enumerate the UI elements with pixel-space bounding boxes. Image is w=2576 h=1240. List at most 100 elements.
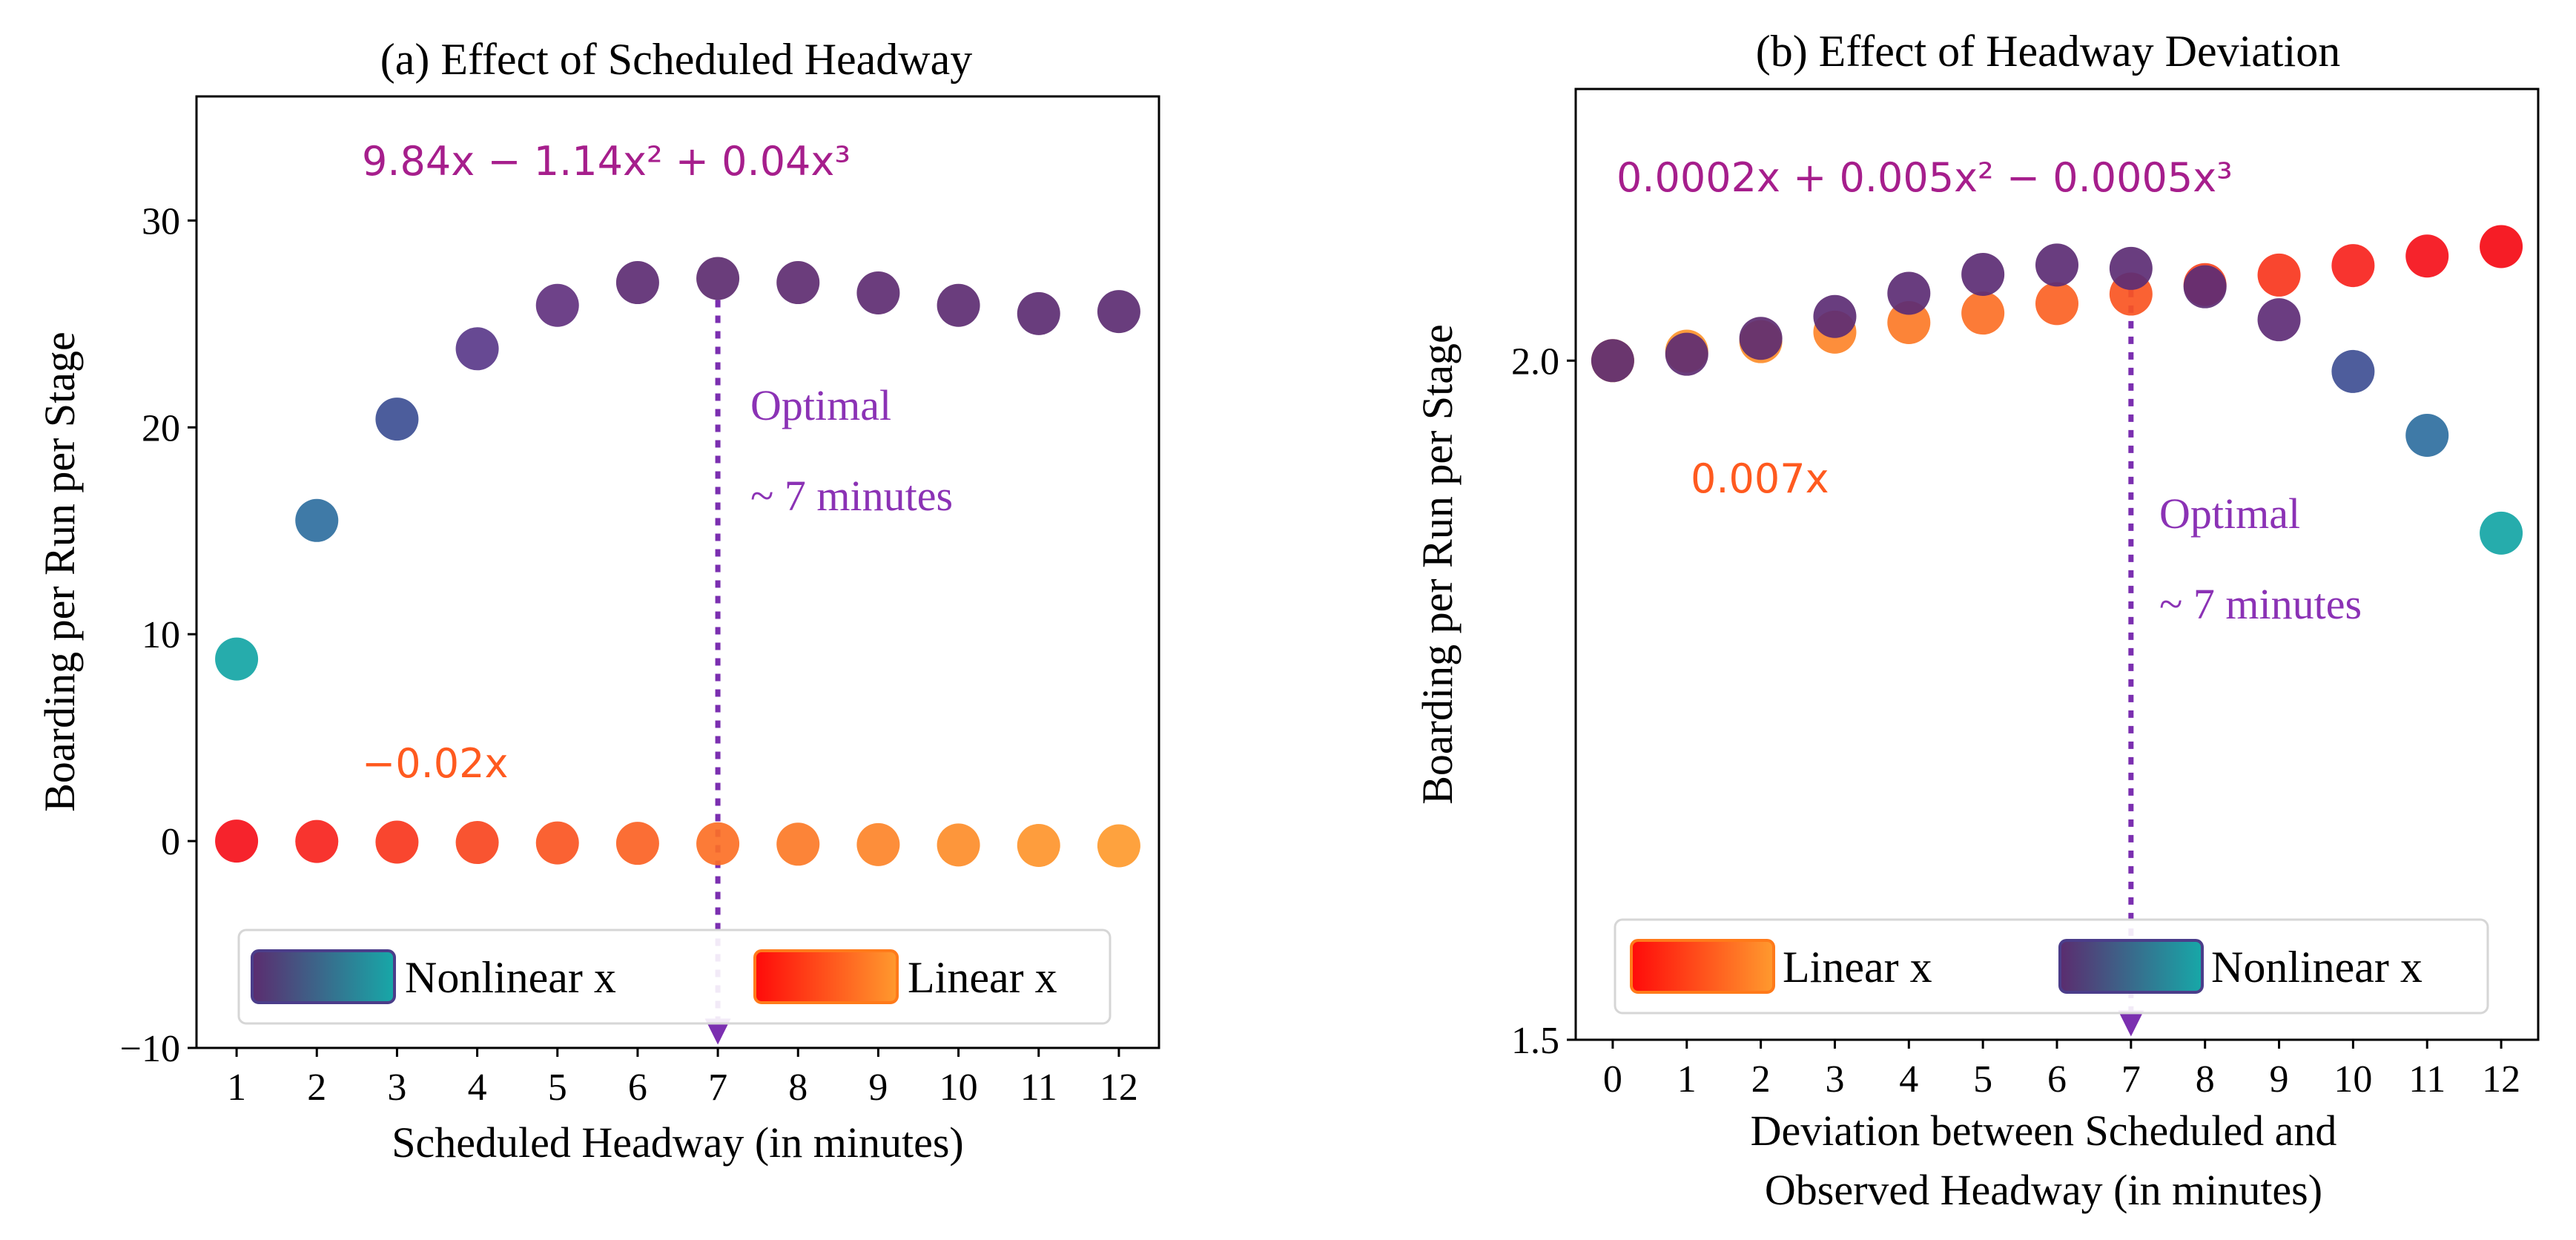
chart-b-linear-point bbox=[2480, 225, 2523, 268]
chart-b-ytick-label: 1.5 bbox=[1511, 1020, 1559, 1062]
chart-b-linear-equation: 0.007x bbox=[1691, 455, 1829, 502]
chart-a-xtick-label: 8 bbox=[788, 1066, 808, 1109]
chart-b-xtick-label: 11 bbox=[2408, 1058, 2445, 1101]
chart-b-legend-linear-label: Linear x bbox=[1783, 943, 1932, 992]
chart-a-xlabel: Scheduled Headway (in minutes) bbox=[392, 1118, 964, 1167]
chart-a-optimal-value: ~ 7 minutes bbox=[750, 472, 953, 520]
chart-b-nonlinear-point bbox=[1591, 339, 1634, 383]
chart-b-xlabel-line1: Deviation between Scheduled and bbox=[1751, 1107, 2337, 1155]
chart-a-linear-equation: −0.02x bbox=[362, 740, 508, 787]
chart-b-xtick-label: 4 bbox=[1899, 1058, 1918, 1101]
chart-a-nonlinear-equation: 9.84x − 1.14x² + 0.04x³ bbox=[362, 138, 851, 185]
chart-a-linear-point bbox=[295, 819, 339, 863]
chart-a-linear-point bbox=[215, 819, 259, 863]
chart-a-legend-linear-label: Linear x bbox=[908, 953, 1057, 1002]
chart-a-nonlinear-point bbox=[375, 398, 419, 441]
chart-a-linear-point bbox=[535, 821, 579, 865]
chart-a-nonlinear-point bbox=[856, 271, 900, 314]
chart-b-ylabel: Boarding per Run per Stage bbox=[1413, 324, 1462, 805]
chart-a-linear-point bbox=[1097, 824, 1140, 868]
chart-a-linear-point bbox=[937, 823, 980, 867]
chart-b-nonlinear-point bbox=[2109, 246, 2153, 290]
chart-a-xtick-label: 6 bbox=[628, 1066, 647, 1109]
chart-b-xlabel-line2: Observed Headway (in minutes) bbox=[1765, 1166, 2322, 1214]
chart-b-plot-frame bbox=[1574, 88, 2540, 1041]
chart-a-xtick-label: 10 bbox=[939, 1066, 978, 1109]
chart-a-legend-nonlinear-swatch bbox=[251, 949, 396, 1004]
chart-a-nonlinear-point bbox=[535, 283, 579, 327]
chart-b-legend: Linear x Nonlinear x bbox=[1614, 918, 2489, 1015]
chart-b-legend-nonlinear-label: Nonlinear x bbox=[2211, 943, 2423, 992]
chart-a-linear-point bbox=[856, 822, 900, 866]
chart-a: (a) Effect of Scheduled Headway −10 0 10 20… bbox=[36, 35, 1160, 1167]
chart-b-xtick-label: 1 bbox=[1677, 1058, 1697, 1101]
chart-b-linear-point bbox=[2405, 234, 2449, 278]
chart-a-linear-point bbox=[696, 822, 740, 865]
chart-b-xtick-label: 3 bbox=[1825, 1058, 1844, 1101]
chart-a-ytick-label: 30 bbox=[142, 200, 180, 243]
chart-b-y-axis: 1.5 2.0 bbox=[1511, 340, 1576, 1062]
chart-b-xtick-label: 8 bbox=[2196, 1058, 2215, 1101]
chart-a-optimal-label: Optimal bbox=[750, 381, 891, 429]
chart-b-nonlinear-point bbox=[2405, 414, 2449, 458]
chart-a-nonlinear-point bbox=[1017, 291, 1060, 335]
chart-b: (b) Effect of Headway Deviation 1.5 2.0 0… bbox=[1413, 27, 2540, 1214]
chart-b-nonlinear-point bbox=[1887, 271, 1931, 315]
chart-b-xtick-label: 6 bbox=[2047, 1058, 2067, 1101]
chart-a-xtick-label: 1 bbox=[227, 1066, 246, 1109]
chart-a-nonlinear-point bbox=[455, 327, 499, 371]
chart-b-optimal-label: Optimal bbox=[2159, 489, 2300, 538]
chart-b-linear-point bbox=[2331, 244, 2375, 288]
chart-b-optimal-value: ~ 7 minutes bbox=[2159, 580, 2362, 628]
chart-a-x-axis: 1 2 3 4 5 6 7 8 9 10 11 12 bbox=[227, 1048, 1138, 1109]
chart-b-nonlinear-point bbox=[2035, 243, 2078, 287]
chart-a-xtick-label: 4 bbox=[468, 1066, 487, 1109]
chart-b-xtick-label: 10 bbox=[2334, 1058, 2372, 1101]
chart-b-x-axis: 0 1 2 3 4 5 6 7 8 9 10 11 12 bbox=[1603, 1040, 2520, 1101]
chart-b-legend-nonlinear-swatch bbox=[2058, 939, 2204, 994]
chart-a-nonlinear-point bbox=[1097, 290, 1140, 334]
chart-b-xtick-label: 5 bbox=[1973, 1058, 1992, 1101]
chart-a-xtick-label: 12 bbox=[1100, 1066, 1138, 1109]
chart-a-title: (a) Effect of Scheduled Headway bbox=[380, 35, 973, 84]
chart-b-xtick-label: 9 bbox=[2270, 1058, 2289, 1101]
chart-a-nonlinear-point bbox=[295, 498, 339, 542]
chart-b-nonlinear-point bbox=[2331, 349, 2375, 393]
chart-b-nonlinear-point bbox=[2257, 298, 2301, 342]
chart-a-linear-point bbox=[776, 822, 820, 866]
chart-b-xtick-label: 12 bbox=[2482, 1058, 2520, 1101]
chart-b-title: (b) Effect of Headway Deviation bbox=[1756, 27, 2341, 76]
chart-a-points bbox=[215, 257, 1140, 868]
chart-b-linear-point bbox=[1961, 291, 2005, 335]
chart-b-nonlinear-point bbox=[1813, 294, 1857, 338]
chart-a-nonlinear-point bbox=[776, 261, 820, 305]
chart-a-xtick-label: 11 bbox=[1020, 1066, 1057, 1109]
chart-a-linear-point bbox=[1017, 823, 1060, 867]
chart-a-ytick-label: 0 bbox=[161, 821, 180, 863]
chart-b-nonlinear-point bbox=[1961, 252, 2005, 296]
chart-a-ylabel: Boarding per Run per Stage bbox=[36, 332, 84, 812]
chart-b-nonlinear-point bbox=[1739, 317, 1783, 360]
chart-b-xtick-label: 0 bbox=[1603, 1058, 1622, 1101]
chart-a-xtick-label: 7 bbox=[708, 1066, 727, 1109]
chart-a-linear-point bbox=[615, 822, 659, 865]
chart-a-ytick-label: 10 bbox=[142, 614, 180, 656]
chart-a-xtick-label: 2 bbox=[307, 1066, 326, 1109]
chart-a-xtick-label: 9 bbox=[868, 1066, 888, 1109]
chart-a-legend-linear-swatch bbox=[753, 949, 899, 1004]
chart-a-legend: Nonlinear x Linear x bbox=[237, 929, 1112, 1025]
chart-b-nonlinear-point bbox=[2183, 265, 2227, 309]
chart-b-points bbox=[1591, 225, 2523, 555]
chart-b-legend-linear-swatch bbox=[1630, 939, 1775, 994]
chart-a-ytick-label: 20 bbox=[142, 407, 180, 449]
chart-b-nonlinear-equation: 0.0002x + 0.005x² − 0.0005x³ bbox=[1616, 154, 2233, 201]
chart-b-nonlinear-point bbox=[2480, 511, 2523, 555]
chart-b-ytick-label: 2.0 bbox=[1511, 340, 1559, 383]
chart-a-nonlinear-point bbox=[696, 257, 740, 300]
chart-a-linear-point bbox=[375, 820, 419, 864]
chart-b-linear-point bbox=[2035, 282, 2078, 326]
chart-a-plot-frame bbox=[195, 95, 1160, 1049]
chart-a-xtick-label: 5 bbox=[548, 1066, 567, 1109]
chart-b-xtick-label: 2 bbox=[1751, 1058, 1771, 1101]
